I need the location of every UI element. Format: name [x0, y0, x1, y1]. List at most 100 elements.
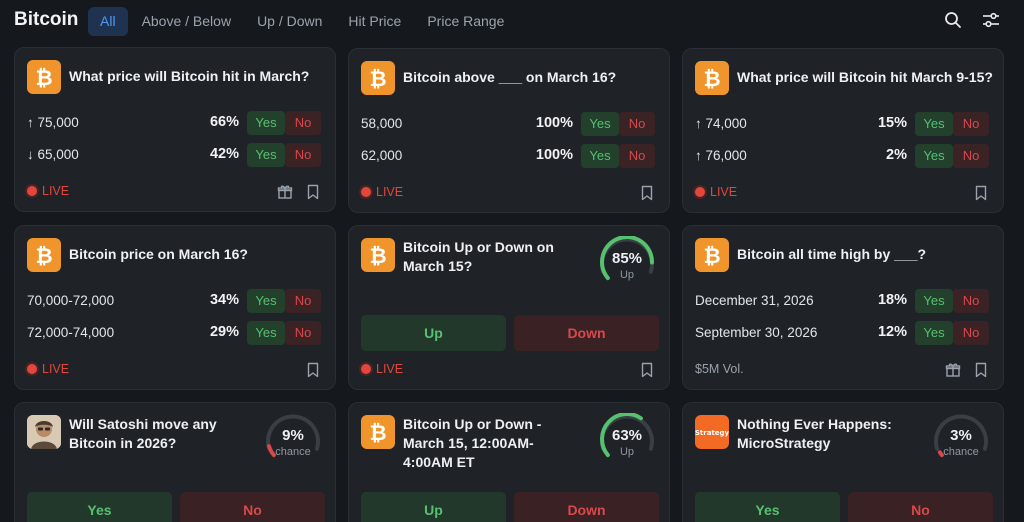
bookmark-icon[interactable] — [305, 184, 321, 200]
gauge-value: 63% — [611, 427, 643, 444]
no-button[interactable]: No — [285, 143, 321, 167]
yes-button[interactable]: Yes — [915, 289, 953, 313]
gauge-track — [934, 414, 988, 451]
yes-button[interactable]: Yes — [247, 143, 285, 167]
no-button[interactable]: No — [848, 492, 993, 522]
volume-indicator: $5M Vol. — [695, 361, 744, 377]
live-indicator: LIVE — [27, 183, 69, 199]
yes-button[interactable]: Yes — [581, 112, 619, 136]
gauge-fill — [600, 412, 643, 458]
gauge-label: Up — [619, 269, 635, 281]
live-label: LIVE — [42, 362, 70, 376]
market-card[interactable]: Will Satoshi move any Bitcoin in 2026? 9… — [14, 402, 336, 522]
probability-gauge: 9% chance — [263, 413, 323, 463]
live-dot-icon — [361, 364, 371, 374]
bookmark-icon[interactable] — [973, 362, 989, 378]
no-button[interactable]: No — [285, 289, 321, 313]
market-card[interactable]: ₿ What price will Bitcoin hit in March? … — [14, 47, 336, 212]
bitcoin-logo-icon: ₿ — [27, 60, 61, 94]
gauge-fill — [267, 444, 276, 458]
page-title: Bitcoin — [14, 9, 79, 30]
yes-button[interactable]: Yes — [915, 144, 953, 168]
svg-text:₿: ₿ — [35, 244, 52, 268]
no-button[interactable]: No — [953, 321, 989, 345]
market-card[interactable]: Strategy Nothing Ever Happens: MicroStra… — [682, 402, 1004, 522]
market-card[interactable]: ₿ Bitcoin all time high by ___? December… — [682, 225, 1004, 390]
bitcoin-logo-icon: ₿ — [361, 61, 395, 95]
search-icon[interactable] — [944, 11, 962, 29]
market-card[interactable]: ₿ Bitcoin Up or Down on March 15? 85% Up… — [348, 225, 670, 390]
bitcoin-logo-icon: ₿ — [27, 238, 61, 272]
live-dot-icon — [361, 187, 371, 197]
yes-button[interactable]: Yes — [247, 321, 285, 345]
yes-button[interactable]: Yes — [247, 111, 285, 135]
svg-text:₿: ₿ — [369, 67, 386, 91]
card-title: Bitcoin above ___ on March 16? — [403, 69, 617, 85]
yes-button[interactable]: Yes — [695, 492, 840, 522]
outcome-label: 62,000 — [361, 148, 403, 163]
up-button[interactable]: Up — [361, 492, 506, 522]
live-indicator: LIVE — [361, 361, 403, 377]
outcome-row: ↑ 76,000 2% Yes No — [695, 144, 991, 168]
yes-button[interactable]: Yes — [915, 321, 953, 345]
down-button[interactable]: Down — [514, 315, 659, 351]
bitcoin-logo-icon: ₿ — [361, 415, 395, 449]
bitcoin-logo-icon: ₿ — [361, 238, 395, 272]
svg-text:₿: ₿ — [369, 244, 386, 268]
outcome-label: December 31, 2026 — [695, 293, 814, 308]
tab-up-down[interactable]: Up / Down — [257, 13, 323, 29]
bookmark-icon[interactable] — [639, 362, 655, 378]
bookmark-icon[interactable] — [973, 185, 989, 201]
yes-button[interactable]: Yes — [27, 492, 172, 522]
gauge-label: chance — [943, 446, 979, 458]
no-button[interactable]: No — [953, 289, 989, 313]
outcome-row: ↓ 65,000 42% Yes No — [27, 143, 323, 167]
outcome-row: ↑ 74,000 15% Yes No — [695, 112, 991, 136]
yes-button[interactable]: Yes — [247, 289, 285, 313]
bookmark-icon[interactable] — [305, 362, 321, 378]
tab-hit-price[interactable]: Hit Price — [348, 13, 402, 29]
yes-button[interactable]: Yes — [915, 112, 953, 136]
no-button[interactable]: No — [285, 111, 321, 135]
no-button[interactable]: No — [953, 144, 989, 168]
no-button[interactable]: No — [285, 321, 321, 345]
tab-price-range[interactable]: Price Range — [427, 13, 505, 29]
tab-above-below[interactable]: Above / Below — [141, 13, 232, 29]
no-button[interactable]: No — [619, 144, 655, 168]
gauge-label: Up — [619, 446, 635, 458]
gauge-value: 9% — [282, 427, 304, 444]
down-button[interactable]: Down — [514, 492, 659, 522]
live-label: LIVE — [710, 185, 738, 199]
bookmark-icon[interactable] — [639, 185, 655, 201]
gauge-track — [266, 414, 320, 451]
no-button[interactable]: No — [619, 112, 655, 136]
yes-button[interactable]: Yes — [581, 144, 619, 168]
market-card[interactable]: ₿ Bitcoin above ___ on March 16? 58,000 … — [348, 48, 670, 213]
outcome-label: 58,000 — [361, 116, 403, 131]
outcome-row: 70,000-72,000 34% Yes No — [27, 289, 323, 313]
filter-settings-icon[interactable] — [982, 11, 1000, 29]
bitcoin-logo-icon: ₿ — [695, 238, 729, 272]
up-button[interactable]: Up — [361, 315, 506, 351]
outcome-label: September 30, 2026 — [695, 325, 818, 340]
outcome-row: 62,000 100% Yes No — [361, 144, 657, 168]
outcome-row: December 31, 2026 18% Yes No — [695, 289, 991, 313]
tab-all[interactable]: All — [88, 7, 128, 36]
svg-text:₿: ₿ — [369, 421, 386, 445]
market-card[interactable]: ₿ What price will Bitcoin hit March 9-15… — [682, 48, 1004, 213]
outcome-label: ↑ 75,000 — [27, 115, 79, 130]
no-button[interactable]: No — [953, 112, 989, 136]
gift-icon[interactable] — [277, 184, 293, 200]
card-title: What price will Bitcoin hit in March? — [69, 68, 310, 84]
live-dot-icon — [27, 186, 37, 196]
satoshi-avatar-icon — [27, 415, 61, 449]
outcome-percent: 2% — [886, 147, 907, 163]
gift-icon[interactable] — [945, 362, 961, 378]
outcome-percent: 100% — [535, 147, 573, 163]
card-title: Nothing Ever Happens: MicroStrategy — [737, 416, 892, 451]
market-card[interactable]: ₿ Bitcoin Up or Down - March 15, 12:00AM… — [348, 402, 670, 522]
market-card[interactable]: ₿ Bitcoin price on March 16? 70,000-72,0… — [14, 225, 336, 390]
svg-text:₿: ₿ — [703, 244, 720, 268]
no-button[interactable]: No — [180, 492, 325, 522]
outcome-row: 72,000-74,000 29% Yes No — [27, 321, 323, 345]
